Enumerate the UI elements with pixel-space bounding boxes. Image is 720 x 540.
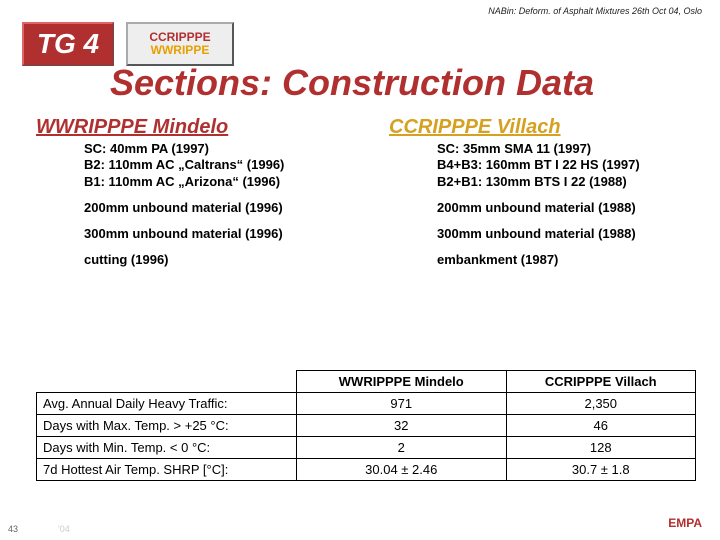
cell: 971 <box>297 393 507 415</box>
right-block2: 200mm unbound material (1988) <box>437 200 702 216</box>
header-note: NABin: Deform. of Asphalt Mixtures 26th … <box>488 6 702 16</box>
right-column: CCRIPPPE Villach SC: 35mm SMA 11 (1997) … <box>389 116 702 279</box>
left-block1: SC: 40mm PA (1997) B2: 110mm AC „Caltran… <box>84 141 349 190</box>
cell: 30.04 ± 2.46 <box>297 459 507 481</box>
row-label: Days with Max. Temp. > +25 °C: <box>37 415 297 437</box>
right-block1: SC: 35mm SMA 11 (1997) B4+B3: 160mm BT I… <box>437 141 702 190</box>
left-block3: 300mm unbound material (1996) <box>84 226 349 242</box>
left-b4: cutting (1996) <box>84 252 349 268</box>
cell: 2,350 <box>506 393 695 415</box>
page-number: 43 <box>8 524 18 534</box>
right-b2: 200mm unbound material (1988) <box>437 200 702 216</box>
right-b4: embankment (1987) <box>437 252 702 268</box>
right-block3: 300mm unbound material (1988) <box>437 226 702 242</box>
table-row: 7d Hottest Air Temp. SHRP [°C]: 30.04 ± … <box>37 459 696 481</box>
tg4-badge: TG 4 <box>22 22 114 66</box>
columns: WWRIPPPE Mindelo SC: 40mm PA (1997) B2: … <box>36 116 702 279</box>
right-col-title: CCRIPPPE Villach <box>389 116 702 139</box>
page-title: Sections: Construction Data <box>110 62 710 104</box>
watermark: '04 <box>58 524 70 534</box>
empa-logo: EMPA <box>668 516 702 530</box>
right-b1-l3: B2+B1: 130mm BTS I 22 (1988) <box>437 174 702 190</box>
right-block4: embankment (1987) <box>437 252 702 268</box>
cell: 2 <box>297 437 507 459</box>
table-row: Avg. Annual Daily Heavy Traffic: 971 2,3… <box>37 393 696 415</box>
row-label: Avg. Annual Daily Heavy Traffic: <box>37 393 297 415</box>
logo-line2: WWRIPPE <box>151 44 210 57</box>
data-table: WWRIPPPE Mindelo CCRIPPPE Villach Avg. A… <box>36 370 696 481</box>
th-col1: WWRIPPPE Mindelo <box>297 371 507 393</box>
table-header-row: WWRIPPPE Mindelo CCRIPPPE Villach <box>37 371 696 393</box>
row-label: Days with Min. Temp. < 0 °C: <box>37 437 297 459</box>
left-col-title: WWRIPPPE Mindelo <box>36 116 349 139</box>
left-b1-l2: B2: 110mm AC „Caltrans“ (1996) <box>84 157 349 173</box>
cell: 32 <box>297 415 507 437</box>
left-b2: 200mm unbound material (1996) <box>84 200 349 216</box>
th-col2: CCRIPPPE Villach <box>506 371 695 393</box>
left-block2: 200mm unbound material (1996) <box>84 200 349 216</box>
left-column: WWRIPPPE Mindelo SC: 40mm PA (1997) B2: … <box>36 116 349 279</box>
logo-box: CCRIPPPE WWRIPPE <box>126 22 234 66</box>
cell: 30.7 ± 1.8 <box>506 459 695 481</box>
cell: 128 <box>506 437 695 459</box>
table-row: Days with Min. Temp. < 0 °C: 2 128 <box>37 437 696 459</box>
right-b1-l1: SC: 35mm SMA 11 (1997) <box>437 141 702 157</box>
left-b1-l1: SC: 40mm PA (1997) <box>84 141 349 157</box>
table-row: Days with Max. Temp. > +25 °C: 32 46 <box>37 415 696 437</box>
left-block4: cutting (1996) <box>84 252 349 268</box>
left-b3: 300mm unbound material (1996) <box>84 226 349 242</box>
row-label: 7d Hottest Air Temp. SHRP [°C]: <box>37 459 297 481</box>
cell: 46 <box>506 415 695 437</box>
left-b1-l3: B1: 110mm AC „Arizona“ (1996) <box>84 174 349 190</box>
right-b1-l2: B4+B3: 160mm BT I 22 HS (1997) <box>437 157 702 173</box>
right-b3: 300mm unbound material (1988) <box>437 226 702 242</box>
